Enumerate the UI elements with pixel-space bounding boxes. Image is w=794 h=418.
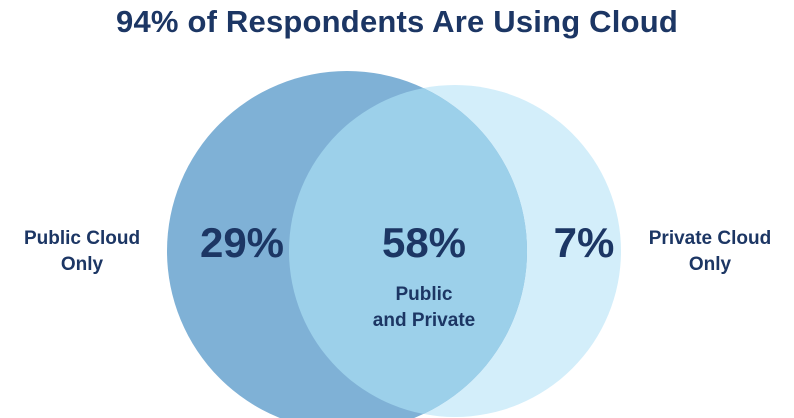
private-cloud-only-label: Private Cloud Only — [630, 226, 790, 278]
public-only-percentage: 29% — [199, 219, 285, 266]
private-only-label-line1: Private Cloud — [648, 228, 772, 249]
both-label-line2: and Private — [372, 310, 476, 331]
private-only-label-line2: Only — [688, 254, 732, 275]
diagram-title: 94% of Respondents Are Using Cloud — [116, 4, 678, 39]
public-only-label-line1: Public Cloud — [23, 228, 141, 249]
both-percentage: 58% — [381, 219, 467, 266]
private-only-percentage: 7% — [553, 219, 615, 266]
public-only-label-line2: Only — [60, 254, 104, 275]
both-label-line1: Public — [395, 284, 453, 305]
public-and-private-label: Public and Private — [344, 282, 504, 334]
overlap-region — [289, 85, 527, 417]
public-cloud-only-label: Public Cloud Only — [2, 226, 162, 278]
